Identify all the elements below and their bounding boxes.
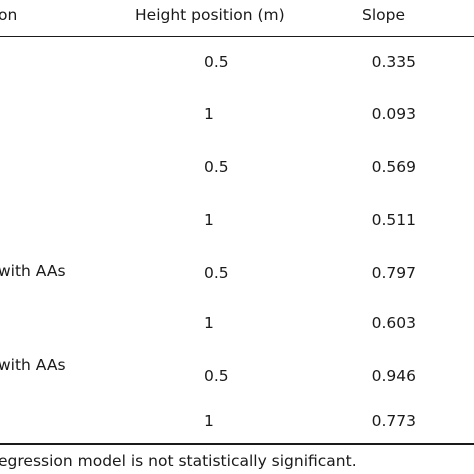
table-footnote: egression model is not statistically sig…: [0, 452, 357, 470]
row-4-slope: 0.511: [371, 211, 416, 229]
header-height-position: Height position (m): [135, 6, 285, 24]
row-2-slope: 0.093: [371, 105, 416, 123]
row-7-condition: with AAs: [0, 356, 66, 374]
row-3-slope: 0.569: [371, 158, 416, 176]
row-4-height: 1: [204, 211, 214, 229]
row-7-slope: 0.946: [371, 367, 416, 385]
row-1-height: 0.5: [204, 53, 229, 71]
row-3-height: 0.5: [204, 158, 229, 176]
row-6-slope: 0.603: [371, 314, 416, 332]
row-8-slope: 0.773: [371, 412, 416, 430]
row-7-height: 0.5: [204, 367, 229, 385]
row-8-height: 1: [204, 412, 214, 430]
row-6-height: 1: [204, 314, 214, 332]
bottom-rule: [0, 443, 474, 445]
header-rule: [0, 36, 474, 37]
row-5-slope: 0.797: [371, 264, 416, 282]
row-5-condition: with AAs: [0, 262, 66, 280]
row-5-height: 0.5: [204, 264, 229, 282]
row-1-slope: 0.335: [371, 53, 416, 71]
header-slope: Slope: [362, 6, 406, 24]
row-2-height: 1: [204, 105, 214, 123]
header-condition: on: [0, 6, 18, 24]
